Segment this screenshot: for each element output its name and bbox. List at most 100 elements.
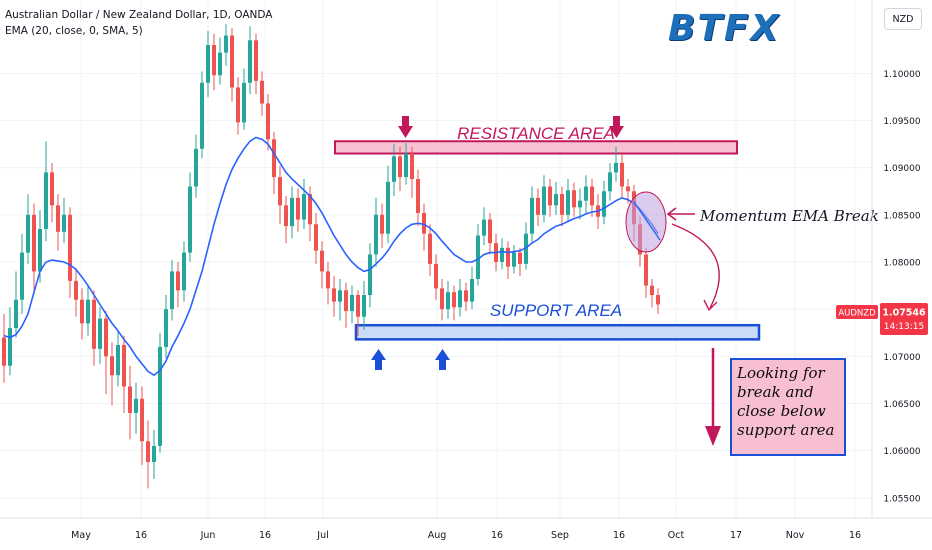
candle[interactable] (332, 276, 336, 317)
candle[interactable] (446, 280, 450, 319)
candle[interactable] (584, 175, 588, 213)
candle[interactable] (128, 365, 132, 440)
candle[interactable] (50, 162, 54, 223)
candle[interactable] (476, 224, 480, 286)
candle[interactable] (566, 178, 570, 223)
candle[interactable] (440, 278, 444, 321)
last-price-badge[interactable]: AUDNZD 1.07546 14:13:15 (836, 303, 928, 335)
candle[interactable] (458, 278, 462, 317)
candle[interactable] (350, 285, 354, 324)
candle[interactable] (68, 207, 72, 298)
candle[interactable] (620, 153, 624, 198)
candle[interactable] (296, 188, 300, 232)
candle[interactable] (338, 278, 342, 321)
candle[interactable] (224, 24, 228, 66)
candle[interactable] (86, 284, 90, 336)
indicator-legend[interactable]: EMA (20, close, 0, SMA, 5) (5, 25, 143, 37)
candle[interactable] (266, 94, 270, 151)
resistance-zone[interactable] (334, 140, 738, 155)
support-zone[interactable] (354, 323, 761, 341)
candle[interactable] (146, 420, 150, 489)
candle[interactable] (524, 222, 528, 270)
candle[interactable] (482, 207, 486, 246)
candle[interactable] (512, 245, 516, 274)
candle[interactable] (506, 241, 510, 279)
candle[interactable] (344, 282, 348, 329)
candle[interactable] (98, 307, 102, 364)
candle[interactable] (560, 186, 564, 227)
candle[interactable] (56, 194, 60, 251)
candle[interactable] (80, 288, 84, 340)
candle[interactable] (380, 203, 384, 248)
candle[interactable] (62, 197, 66, 244)
candle[interactable] (602, 180, 606, 225)
candle[interactable] (110, 342, 114, 406)
symbol-title[interactable]: Australian Dollar / New Zealand Dollar, … (5, 9, 273, 21)
candle[interactable] (614, 146, 618, 182)
candle[interactable] (20, 233, 24, 314)
candle[interactable] (254, 33, 258, 95)
candle[interactable] (542, 175, 546, 223)
candle[interactable] (368, 243, 372, 308)
candle[interactable] (422, 203, 426, 251)
candle[interactable] (158, 332, 162, 453)
candle[interactable] (572, 182, 576, 217)
candle[interactable] (470, 266, 474, 310)
candle[interactable] (122, 335, 126, 413)
candle[interactable] (656, 288, 660, 314)
candle[interactable] (314, 212, 318, 264)
candle[interactable] (218, 37, 222, 85)
price-axis[interactable]: 1.055001.060001.065001.070001.075001.080… (883, 70, 920, 505)
candle[interactable] (236, 77, 240, 135)
candle[interactable] (590, 178, 594, 217)
candle[interactable] (326, 262, 330, 305)
candle[interactable] (92, 290, 96, 366)
candle[interactable] (362, 280, 366, 330)
candle[interactable] (14, 271, 18, 338)
candle[interactable] (176, 262, 180, 308)
candle[interactable] (320, 241, 324, 289)
candle[interactable] (116, 329, 120, 387)
candle[interactable] (164, 295, 168, 359)
candle[interactable] (578, 188, 582, 220)
candle[interactable] (134, 382, 138, 434)
ema-line[interactable] (3, 136, 659, 377)
candle[interactable] (170, 260, 174, 321)
candle[interactable] (428, 224, 432, 277)
candle[interactable] (500, 238, 504, 270)
candle[interactable] (416, 169, 420, 227)
candle[interactable] (464, 282, 468, 312)
candle[interactable] (140, 386, 144, 465)
candle[interactable] (8, 307, 12, 376)
time-axis[interactable]: May 16 Jun 16 Jul Aug 16 Sep 16 Oct 17 Nov 16 (71, 530, 861, 541)
candle[interactable] (398, 146, 402, 192)
candle[interactable] (206, 30, 210, 97)
candle[interactable] (548, 178, 552, 217)
candle[interactable] (194, 134, 198, 198)
candle[interactable] (518, 247, 522, 277)
ema-break-marker[interactable] (625, 191, 667, 253)
candle[interactable] (434, 254, 438, 300)
candle[interactable] (452, 285, 456, 321)
candle[interactable] (374, 197, 378, 267)
candle[interactable] (410, 146, 414, 198)
candle[interactable] (356, 290, 360, 336)
candle[interactable] (644, 247, 648, 298)
candle[interactable] (242, 68, 246, 130)
candle[interactable] (386, 165, 390, 244)
candle[interactable] (392, 144, 396, 196)
candle[interactable] (554, 181, 558, 215)
candle[interactable] (650, 278, 654, 308)
candle[interactable] (74, 269, 78, 317)
candle[interactable] (284, 195, 288, 244)
candle[interactable] (182, 241, 186, 302)
candle[interactable] (278, 165, 282, 225)
candle[interactable] (188, 172, 192, 262)
candle[interactable] (302, 178, 306, 229)
currency-button[interactable]: NZD (884, 8, 922, 30)
candle[interactable] (230, 28, 234, 102)
candle[interactable] (248, 26, 252, 95)
candle[interactable] (260, 71, 264, 116)
candle[interactable] (488, 212, 492, 255)
